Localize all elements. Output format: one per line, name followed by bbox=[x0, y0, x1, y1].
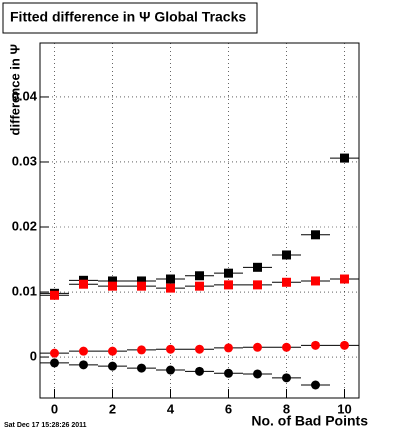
marker bbox=[166, 344, 175, 354]
y-axis-label: difference in Ψ bbox=[7, 44, 22, 135]
x-tick-label: 10 bbox=[337, 401, 351, 416]
marker bbox=[282, 250, 291, 260]
y-tick-label: 0.02 bbox=[12, 218, 37, 233]
x-tick-label: 6 bbox=[225, 401, 232, 416]
marker bbox=[224, 343, 233, 353]
marker bbox=[311, 380, 320, 390]
marker bbox=[137, 281, 146, 291]
marker bbox=[166, 274, 175, 284]
marker bbox=[108, 346, 117, 356]
marker bbox=[79, 360, 88, 370]
marker bbox=[137, 345, 146, 355]
y-tick-label: 0 bbox=[30, 348, 37, 363]
marker bbox=[79, 279, 88, 289]
marker bbox=[79, 346, 88, 356]
marker bbox=[253, 262, 262, 272]
marker bbox=[137, 363, 146, 373]
marker bbox=[311, 230, 320, 240]
marker bbox=[311, 340, 320, 350]
timestamp: Sat Dec 17 15:28:26 2011 bbox=[4, 422, 87, 429]
marker bbox=[195, 344, 204, 354]
marker bbox=[253, 369, 262, 379]
marker bbox=[340, 274, 349, 284]
marker bbox=[282, 373, 291, 383]
x-tick-label: 0 bbox=[51, 401, 58, 416]
marker bbox=[340, 340, 349, 350]
plot-frame bbox=[39, 42, 360, 399]
marker bbox=[340, 153, 349, 163]
marker bbox=[50, 358, 59, 368]
marker bbox=[50, 290, 59, 300]
marker bbox=[224, 280, 233, 290]
marker bbox=[253, 342, 262, 352]
chart-title: Fitted difference in Ψ Global Tracks bbox=[10, 9, 246, 25]
marker bbox=[137, 276, 146, 286]
marker bbox=[224, 268, 233, 278]
x-axis-label: No. of Bad Points bbox=[251, 413, 368, 429]
marker bbox=[253, 280, 262, 290]
title-box bbox=[2, 2, 258, 34]
marker bbox=[108, 276, 117, 286]
marker bbox=[282, 277, 291, 287]
marker bbox=[195, 366, 204, 376]
marker bbox=[224, 368, 233, 378]
y-tick-label: 0.01 bbox=[12, 283, 37, 298]
x-tick-label: 4 bbox=[167, 401, 175, 416]
marker bbox=[108, 281, 117, 291]
marker bbox=[311, 276, 320, 286]
marker bbox=[108, 361, 117, 371]
y-tick-label: 0.03 bbox=[12, 153, 37, 168]
y-tick-label: 0.04 bbox=[12, 88, 38, 103]
marker bbox=[50, 348, 59, 358]
marker bbox=[166, 283, 175, 293]
x-tick-label: 2 bbox=[109, 401, 116, 416]
x-tick-label: 8 bbox=[283, 401, 290, 416]
marker bbox=[166, 365, 175, 375]
marker bbox=[195, 271, 204, 281]
marker bbox=[282, 342, 291, 352]
marker bbox=[195, 281, 204, 291]
